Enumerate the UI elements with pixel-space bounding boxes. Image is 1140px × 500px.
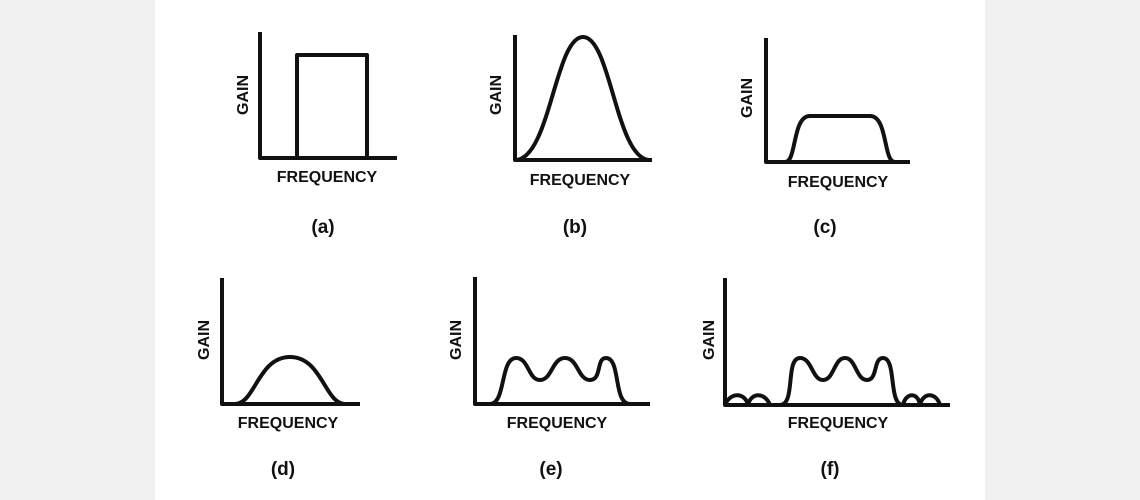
response-curve [514, 35, 651, 162]
x-label: FREQUENCY [788, 174, 889, 191]
axes [258, 32, 397, 160]
x-label: FREQUENCY [530, 172, 631, 189]
caption: (a) [311, 217, 334, 238]
panel-d: GAIN FREQUENCY (d) [196, 278, 360, 480]
x-label: FREQUENCY [238, 415, 339, 432]
page [155, 0, 985, 500]
y-label: GAIN [739, 78, 756, 118]
response-curve [475, 356, 650, 406]
x-label: FREQUENCY [788, 415, 889, 432]
panel-e: GAIN FREQUENCY (e) [448, 277, 650, 480]
y-label: GAIN [488, 75, 505, 115]
response-curve [723, 356, 950, 407]
caption: (e) [539, 459, 562, 480]
caption: (b) [563, 217, 587, 238]
x-label: FREQUENCY [507, 415, 608, 432]
response-curve [222, 355, 360, 406]
response-curve [295, 53, 369, 158]
panel-a: GAIN FREQUENCY (a) [235, 32, 397, 238]
y-label: GAIN [235, 75, 252, 115]
caption: (d) [271, 459, 295, 480]
y-label: GAIN [448, 320, 465, 360]
panel-b: GAIN FREQUENCY (b) [488, 35, 652, 238]
response-curve [766, 114, 910, 164]
x-label: FREQUENCY [277, 169, 378, 186]
y-label: GAIN [196, 320, 213, 360]
caption: (c) [813, 217, 836, 238]
y-label: GAIN [701, 320, 718, 360]
panel-f: GAIN FREQUENCY (f) [701, 278, 950, 480]
caption: (f) [821, 459, 840, 480]
panel-c: GAIN FREQUENCY (c) [739, 38, 910, 238]
